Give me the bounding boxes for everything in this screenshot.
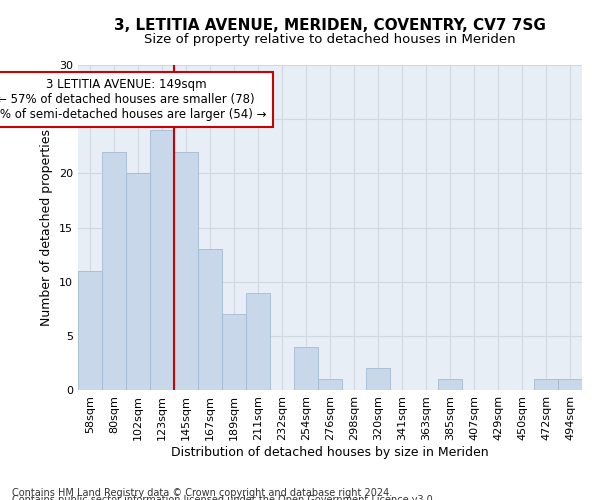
Bar — [438, 379, 462, 390]
Bar — [102, 152, 126, 390]
Bar — [78, 271, 102, 390]
Text: Contains HM Land Registry data © Crown copyright and database right 2024.: Contains HM Land Registry data © Crown c… — [12, 488, 392, 498]
Bar — [294, 346, 318, 390]
Text: 3 LETITIA AVENUE: 149sqm
← 57% of detached houses are smaller (78)
40% of semi-d: 3 LETITIA AVENUE: 149sqm ← 57% of detach… — [0, 78, 267, 121]
Bar — [222, 314, 246, 390]
Y-axis label: Number of detached properties: Number of detached properties — [40, 129, 53, 326]
Text: Contains public sector information licensed under the Open Government Licence v3: Contains public sector information licen… — [12, 495, 436, 500]
Bar — [150, 130, 174, 390]
Bar — [246, 292, 270, 390]
Text: 3, LETITIA AVENUE, MERIDEN, COVENTRY, CV7 7SG: 3, LETITIA AVENUE, MERIDEN, COVENTRY, CV… — [114, 18, 546, 32]
Bar — [198, 249, 222, 390]
Bar — [126, 174, 150, 390]
Bar — [318, 379, 342, 390]
Bar — [534, 379, 558, 390]
Bar — [366, 368, 390, 390]
X-axis label: Distribution of detached houses by size in Meriden: Distribution of detached houses by size … — [171, 446, 489, 458]
Bar — [174, 152, 198, 390]
Bar — [558, 379, 582, 390]
Text: Size of property relative to detached houses in Meriden: Size of property relative to detached ho… — [144, 32, 516, 46]
